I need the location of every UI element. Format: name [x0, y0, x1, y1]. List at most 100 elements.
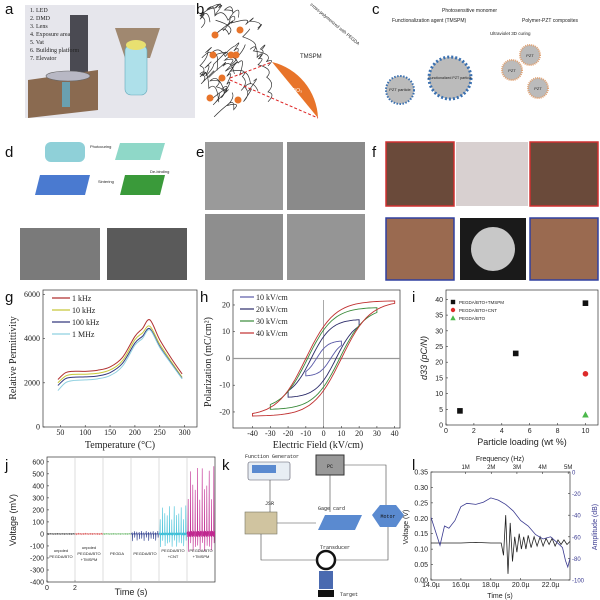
x-tick-label: 16.0µ [452, 582, 470, 589]
y-tick-label: 30 [435, 328, 443, 335]
photo-surface-2 [529, 217, 599, 281]
x2-axis-label: Frequency (Hz) [476, 456, 524, 463]
x-tick-label: 20.0µ [512, 582, 530, 589]
series-line [430, 497, 571, 569]
y2-tick-label: 0 [572, 471, 576, 477]
segment-label: PEGDA/BTO [49, 554, 72, 559]
legend-label: 10 kHz [72, 306, 96, 315]
series-line [57, 325, 183, 384]
panel-f: f [372, 141, 599, 281]
water-column [319, 571, 333, 589]
agent-label: Functionalization agent (TMSPM) [392, 18, 467, 24]
legend-label: 1 kHz [72, 294, 92, 303]
segment-label: +TMSPM [193, 554, 210, 559]
x-axis-label: Particle loading (wt %) [477, 437, 567, 447]
panel-label-k: k [222, 457, 230, 474]
batio3-nanoparticle [209, 51, 217, 59]
polymer-chain [257, 57, 273, 103]
y-tick-label: 20 [435, 360, 443, 367]
chart-j: 0 2 -400 -300 -200 -100 0 100 200 300 400 500 600 Tim… [8, 456, 216, 597]
hysteresis-loop [269, 307, 378, 410]
x-tick-label: 10 [582, 428, 590, 435]
segment-label: unpoled [54, 548, 68, 553]
panel-label-i: i [412, 289, 415, 306]
data-point [582, 411, 589, 418]
polymer-chain [215, 19, 234, 35]
function-generator-label: Function Generator [245, 454, 299, 460]
polymer-chain [199, 47, 212, 78]
photo-surface-1 [385, 217, 455, 281]
panel-label-c: c [372, 1, 380, 18]
transducer [315, 549, 337, 571]
zoom-part [126, 40, 146, 50]
polymer-chain [249, 44, 266, 60]
list-item: 6. Building platform [30, 47, 79, 54]
segment-label: +TMSPM [81, 557, 98, 562]
pc-label: PC [327, 464, 333, 470]
x-tick-label: 0 [45, 585, 49, 592]
x-axis-label: Electric Field (kV/cm) [273, 440, 364, 451]
y-tick-label: 25 [435, 344, 443, 351]
y-tick-label: 0.25 [414, 500, 428, 507]
y-tick-label: 2000 [24, 378, 40, 387]
x-tick-label: -20 [283, 429, 294, 438]
segment-label: +CNT [168, 554, 179, 559]
y-tick-label: -100 [30, 543, 44, 550]
photo-sample-on-coin [456, 142, 528, 206]
x-axis-label: Time (s) [115, 587, 148, 597]
y-tick-label: 35 [435, 313, 443, 320]
y-tick-label: 0.05 [414, 562, 428, 569]
panel-d: d Photocuring De-binding Sintering [5, 142, 187, 280]
polymer-chain [206, 4, 236, 21]
x-tick-label: 30 [373, 429, 381, 438]
legend-label: PEGDA/BTO+CNT [459, 308, 497, 313]
polymer-chain [199, 12, 211, 29]
y-tick-label: -10 [219, 381, 230, 390]
functionalized-label: Functionalized PZT particle [428, 76, 471, 80]
y2-tick-label: -20 [572, 492, 581, 498]
polymer-chain [231, 17, 263, 31]
sintered-body [35, 175, 90, 195]
data-point [450, 307, 456, 313]
legend-label: 30 kV/cm [256, 317, 289, 326]
x-tick-label: 200 [129, 428, 141, 437]
panel-label-h: h [200, 289, 208, 306]
polymer-chain [199, 70, 220, 103]
y-tick-label: 0.30 [414, 485, 428, 492]
series-line [431, 515, 571, 574]
data-point [457, 408, 463, 414]
y-tick-label: -200 [30, 555, 44, 562]
y2-tick-label: -80 [572, 557, 581, 563]
y-tick-label: 500 [32, 471, 44, 478]
legend-label: PEGDA/BTO+TMSPM [459, 300, 504, 305]
y-tick-label: 400 [32, 483, 44, 490]
x-tick-label: 22.0µ [542, 582, 560, 589]
panel-label-a: a [5, 1, 14, 18]
plot-frame [42, 289, 198, 428]
polymer-chain [223, 56, 251, 84]
monomer-label: Photosensitive monomer [442, 8, 497, 14]
y-tick-label: 0.15 [414, 531, 428, 538]
segment-label: PEGDA/BTO [77, 551, 100, 556]
legend-label: 20 kV/cm [256, 305, 289, 314]
series-line [57, 329, 183, 391]
y-tick-label: -400 [30, 580, 44, 587]
chart-g: 50 100 150 200 250 300 0 2000 4000 6000 Temperatur… [8, 289, 198, 451]
segment-label: PEGDA/BTO [133, 551, 156, 556]
panel-label-g: g [5, 289, 13, 306]
y2-tick-label: -60 [572, 535, 581, 541]
pzt-composite [501, 59, 523, 81]
hysteresis-loop [287, 319, 360, 398]
y-tick-label: 100 [32, 519, 44, 526]
panel-k: Function Generator PC JSR Gage card Moto… [244, 454, 404, 598]
polymer-chain [243, 78, 259, 102]
x-tick-label: 4 [500, 428, 504, 435]
y-tick-label: 6000 [24, 290, 40, 299]
green-body [115, 143, 165, 160]
data-point [512, 350, 519, 357]
jsr-label: JSR [265, 501, 274, 507]
hysteresis-loop [252, 300, 396, 417]
polymer-chain [208, 61, 235, 79]
y-tick-label: 0 [226, 354, 230, 363]
